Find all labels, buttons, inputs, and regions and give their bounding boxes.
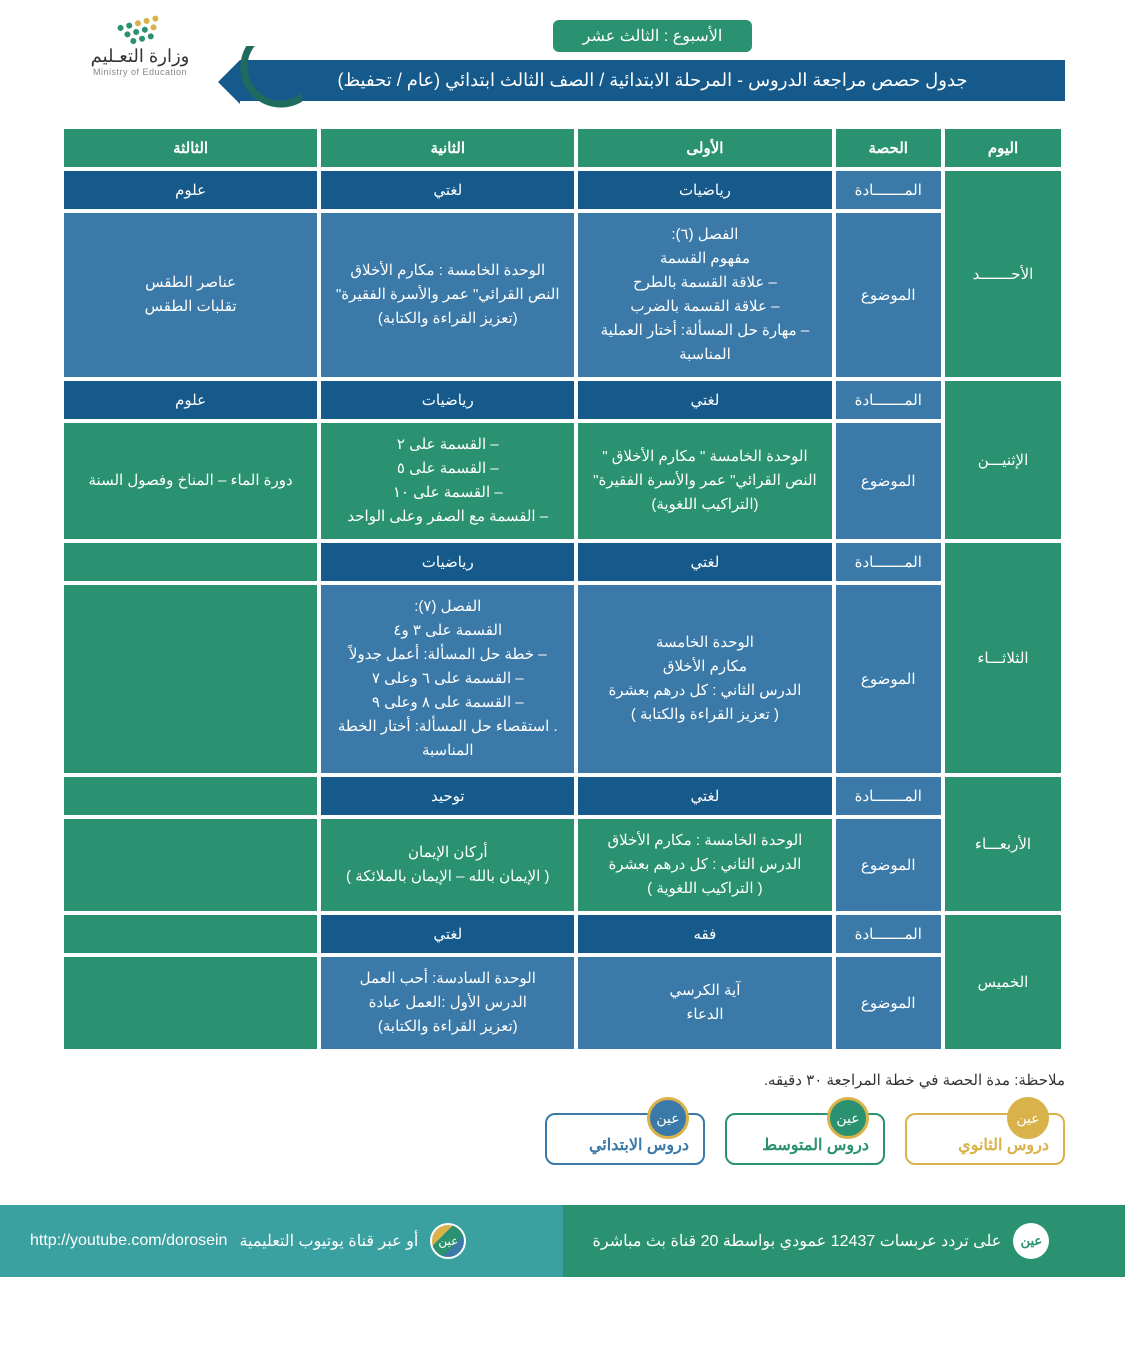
topic-cell: – القسمة على ٢ – القسمة على ٥ – القسمة ع… <box>321 423 574 539</box>
topic-label: الموضوع <box>836 957 941 1049</box>
footer-frequency: عين على تردد عربسات 12437 عمودي بواسطة 2… <box>563 1205 1125 1277</box>
topic-row: الموضوعالوحدة الخامسة : مكارم الأخلاق ال… <box>64 819 1061 911</box>
youtube-url: http://youtube.com/dorosein <box>30 1232 227 1250</box>
header-row-1: اليوم الحصة الأولى الثانية الثالثة <box>64 129 1061 167</box>
title-wrap: الأسبوع : الثالث عشر جدول حصص مراجعة الد… <box>240 20 1065 101</box>
title-text: جدول حصص مراجعة الدروس - المرحلة الابتدا… <box>337 70 967 90</box>
topic-cell: الوحدة الخامسة " مكارم الأخلاق " النص ال… <box>578 423 831 539</box>
topic-cell: أركان الإيمان ( الإيمان بالله – الإيمان … <box>321 819 574 911</box>
topic-label: الموضوع <box>836 819 941 911</box>
ain-circle-icon: عين <box>1013 1223 1049 1259</box>
topic-cell: الوحدة الخامسة : مكارم الأخلاق الدرس الث… <box>578 819 831 911</box>
day-cell: الأحـــــــد <box>945 171 1061 377</box>
topic-label: الموضوع <box>836 423 941 539</box>
schedule-table: اليوم الحصة الأولى الثانية الثالثة الأحـ… <box>60 125 1065 1053</box>
ain-badge-icon: عين <box>430 1223 466 1259</box>
logo-text-en: Ministry of Education <box>60 67 220 77</box>
empty-cell <box>64 915 317 953</box>
ain-circle-icon: عين <box>647 1097 689 1139</box>
subject-row: الخميسالمـــــــادةفقهلغتي <box>64 915 1061 953</box>
title-bar: جدول حصص مراجعة الدروس - المرحلة الابتدا… <box>240 60 1065 101</box>
day-cell: الأربعـــاء <box>945 777 1061 911</box>
col-period: الحصة <box>836 129 941 167</box>
topic-row: الموضوعالفصل (٦): مفهوم القسمة – علاقة ا… <box>64 213 1061 377</box>
topic-cell: آية الكرسي الدعاء <box>578 957 831 1049</box>
topic-row: الموضوعآية الكرسي الدعاءالوحدة السادسة: … <box>64 957 1061 1049</box>
empty-cell <box>64 819 317 911</box>
subject-cell: لغتي <box>578 777 831 815</box>
accent-swoosh <box>232 46 302 116</box>
subject-label: المـــــــادة <box>836 381 941 419</box>
level-card[interactable]: عيندروس المتوسط <box>725 1113 885 1165</box>
empty-cell <box>64 585 317 773</box>
topic-cell: الوحدة الخامسة : مكارم الأخلاق النص القر… <box>321 213 574 377</box>
col-p1: الأولى <box>578 129 831 167</box>
empty-cell <box>64 777 317 815</box>
subject-cell: رياضيات <box>578 171 831 209</box>
topic-row: الموضوعالوحدة الخامسة مكارم الأخلاق الدر… <box>64 585 1061 773</box>
subject-cell: لغتي <box>578 381 831 419</box>
subject-label: المـــــــادة <box>836 915 941 953</box>
empty-cell <box>64 957 317 1049</box>
topic-cell: عناصر الطقس تقلبات الطقس <box>64 213 317 377</box>
subject-row: الثلاثـــاءالمـــــــادةلغتيرياضيات <box>64 543 1061 581</box>
col-p2: الثانية <box>321 129 574 167</box>
level-badges: عيندروس الابتدائي عيندروس المتوسط عيندروس … <box>60 1113 1065 1165</box>
subject-label: المـــــــادة <box>836 171 941 209</box>
subject-cell: لغتي <box>321 171 574 209</box>
day-cell: الخميس <box>945 915 1061 1049</box>
col-p3: الثالثة <box>64 129 317 167</box>
level-label: دروس الثانوي <box>958 1135 1049 1155</box>
ministry-logo: وزارة التعـليم Ministry of Education <box>60 20 220 77</box>
subject-cell: علوم <box>64 171 317 209</box>
topic-cell: الفصل (٦): مفهوم القسمة – علاقة القسمة ب… <box>578 213 831 377</box>
subject-cell: رياضيات <box>321 543 574 581</box>
subject-cell: علوم <box>64 381 317 419</box>
level-card[interactable]: عيندروس الابتدائي <box>545 1113 705 1165</box>
topic-label: الموضوع <box>836 213 941 377</box>
subject-row: الأربعـــاءالمـــــــادةلغتيتوحيد <box>64 777 1061 815</box>
topic-cell: دورة الماء – المناخ وفصول السنة <box>64 423 317 539</box>
footer-youtube: http://youtube.com/dorosein أو عبر قناة … <box>0 1205 563 1277</box>
subject-row: الأحـــــــدالمـــــــادةرياضياتلغتيعلوم <box>64 171 1061 209</box>
col-day: اليوم <box>945 129 1061 167</box>
topic-label: الموضوع <box>836 585 941 773</box>
footer-bar: عين على تردد عربسات 12437 عمودي بواسطة 2… <box>0 1205 1125 1277</box>
subject-cell: لغتي <box>321 915 574 953</box>
topic-cell: الفصل (٧): القسمة على ٣ و٤ – خطة حل المس… <box>321 585 574 773</box>
topic-row: الموضوعالوحدة الخامسة " مكارم الأخلاق " … <box>64 423 1061 539</box>
day-cell: الإثنيـــن <box>945 381 1061 539</box>
week-badge: الأسبوع : الثالث عشر <box>553 20 753 52</box>
ain-circle-icon: عين <box>827 1097 869 1139</box>
subject-row: الإثنيـــنالمـــــــادةلغتيرياضياتعلوم <box>64 381 1061 419</box>
subject-label: المـــــــادة <box>836 543 941 581</box>
day-cell: الثلاثـــاء <box>945 543 1061 773</box>
header-row: الأسبوع : الثالث عشر جدول حصص مراجعة الد… <box>60 20 1065 101</box>
topic-cell: الوحدة السادسة: أحب العمل الدرس الأول :ا… <box>321 957 574 1049</box>
youtube-prefix: أو عبر قناة يوتيوب التعليمية <box>239 1231 418 1251</box>
subject-cell: لغتي <box>578 543 831 581</box>
ain-circle-icon: عين <box>1007 1097 1049 1139</box>
footnote: ملاحظة: مدة الحصة في خطة المراجعة ٣٠ دقي… <box>60 1071 1065 1089</box>
subject-cell: توحيد <box>321 777 574 815</box>
subject-label: المـــــــادة <box>836 777 941 815</box>
empty-cell <box>64 543 317 581</box>
level-card[interactable]: عيندروس الثانوي <box>905 1113 1065 1165</box>
subject-cell: رياضيات <box>321 381 574 419</box>
topic-cell: الوحدة الخامسة مكارم الأخلاق الدرس الثان… <box>578 585 831 773</box>
frequency-text: على تردد عربسات 12437 عمودي بواسطة 20 قن… <box>593 1231 1002 1251</box>
subject-cell: فقه <box>578 915 831 953</box>
